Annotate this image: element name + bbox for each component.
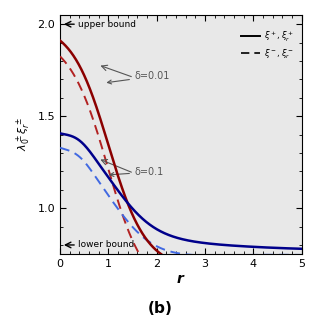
- Text: δ=0.1: δ=0.1: [110, 167, 164, 177]
- Text: δ=0.01: δ=0.01: [108, 71, 170, 84]
- Text: $\mathbf{(b)}$: $\mathbf{(b)}$: [147, 299, 173, 317]
- X-axis label: $\boldsymbol{r}$: $\boldsymbol{r}$: [176, 272, 186, 286]
- Y-axis label: $\lambda_0^\pm\xi_r^\pm$: $\lambda_0^\pm\xi_r^\pm$: [15, 118, 33, 151]
- Text: upper bound: upper bound: [78, 20, 136, 29]
- Text: lower bound: lower bound: [78, 240, 135, 250]
- Legend: $\xi^+, \xi^+_r$, $\xi^-, \xi^-_r$: $\xi^+, \xi^+_r$, $\xi^-, \xi^-_r$: [238, 26, 297, 64]
